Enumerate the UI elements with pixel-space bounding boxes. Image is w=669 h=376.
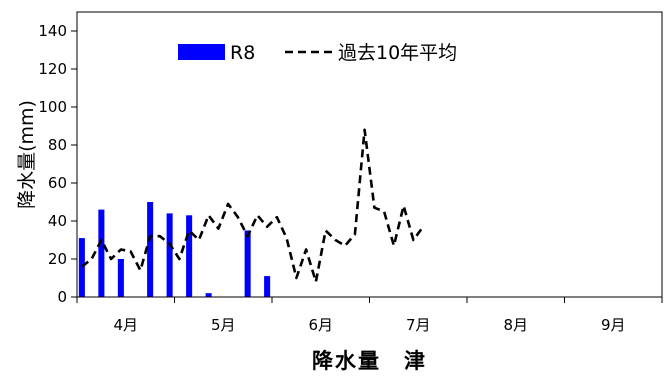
bar-r8 — [186, 215, 193, 297]
bar-r8 — [205, 293, 212, 297]
line-10yr-average — [81, 128, 425, 284]
x-tick-label: 8月 — [503, 316, 528, 334]
bar-r8 — [264, 276, 271, 297]
y-axis-title: 降水量(mm) — [16, 100, 38, 209]
x-tick-label: 7月 — [406, 316, 431, 334]
y-tick-label: 0 — [57, 288, 67, 306]
x-tick-label: 6月 — [308, 316, 333, 334]
plot-area — [78, 128, 425, 297]
y-tick-label: 140 — [38, 22, 67, 40]
x-tick-label: 9月 — [601, 316, 626, 334]
y-tick-label: 100 — [38, 98, 67, 116]
x-axis-title: 降水量 津 — [312, 349, 427, 373]
y-tick-label: 60 — [48, 174, 67, 192]
legend-label-average: 過去10年平均 — [338, 42, 457, 64]
x-tick-label: 5月 — [211, 316, 236, 334]
y-tick-label: 40 — [48, 212, 67, 230]
legend-swatch-r8 — [178, 44, 225, 60]
x-tick-label: 4月 — [113, 316, 138, 334]
bar-r8 — [147, 202, 154, 297]
legend: R8 過去10年平均 — [178, 42, 457, 64]
y-tick-label: 80 — [48, 136, 67, 154]
bar-r8 — [117, 259, 124, 297]
axes: 0 20 40 60 80 100 120 140 4月 5月 6月 7月 8月 9月 降水量(mm) — [16, 11, 663, 334]
legend-label-r8: R8 — [230, 42, 255, 64]
bar-r8 — [166, 213, 173, 297]
y-tick-label: 20 — [48, 250, 67, 268]
bar-r8 — [244, 230, 251, 297]
y-tick-label: 120 — [38, 60, 67, 78]
bar-r8 — [98, 209, 105, 297]
bar-r8 — [78, 238, 85, 297]
